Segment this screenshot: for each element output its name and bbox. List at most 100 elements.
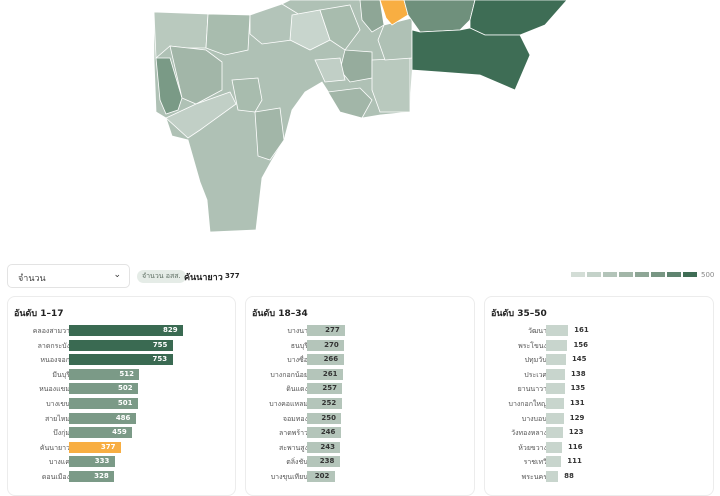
bar[interactable] bbox=[69, 441, 121, 453]
map-region[interactable] bbox=[377, 17, 413, 61]
bar[interactable] bbox=[307, 339, 345, 351]
map-region[interactable] bbox=[155, 57, 183, 115]
legend-swatch bbox=[651, 272, 665, 277]
map-region[interactable] bbox=[254, 107, 285, 161]
district-map bbox=[153, 0, 568, 233]
bar-row[interactable]: บางกอกน้อย 261 bbox=[246, 368, 474, 381]
legend-swatch bbox=[667, 272, 681, 277]
bar-row[interactable]: จอมทอง 250 bbox=[246, 412, 474, 425]
bar-row[interactable]: ดินแดง 257 bbox=[246, 383, 474, 395]
map-region-kannayao[interactable] bbox=[379, 0, 409, 26]
metric-select[interactable]: จำนวน ⌄ bbox=[7, 264, 130, 288]
bar-row[interactable]: บางเขน 501 bbox=[8, 398, 235, 410]
bar-row[interactable]: คันนายาว 377 bbox=[8, 441, 235, 454]
bar[interactable] bbox=[546, 368, 565, 380]
map-region[interactable] bbox=[289, 9, 331, 51]
bar-row[interactable]: ธนบุรี 270 bbox=[246, 339, 474, 352]
bar[interactable] bbox=[69, 383, 139, 395]
district-label: จอมทอง bbox=[282, 414, 308, 423]
bar-row[interactable]: ห้วยขวาง 116 bbox=[485, 441, 713, 454]
district-label: ลาดพร้าว bbox=[278, 429, 308, 438]
bar-row[interactable]: ยานนาวา 135 bbox=[485, 383, 713, 395]
bar-row[interactable]: พระโขนง 156 bbox=[485, 339, 713, 352]
bar[interactable] bbox=[307, 441, 341, 453]
bar-row[interactable]: มีนบุรี 512 bbox=[8, 368, 235, 381]
bar[interactable] bbox=[307, 471, 335, 482]
bar-row[interactable]: ลาดกระบัง 755 bbox=[8, 339, 235, 352]
bar[interactable] bbox=[69, 354, 173, 366]
bar[interactable] bbox=[546, 325, 569, 336]
map-region[interactable] bbox=[231, 77, 263, 113]
bar[interactable] bbox=[69, 427, 133, 439]
bar-value: 512 bbox=[119, 369, 135, 378]
bar[interactable] bbox=[307, 325, 346, 336]
map-region[interactable] bbox=[165, 91, 237, 139]
bar[interactable] bbox=[546, 383, 565, 395]
map-region[interactable] bbox=[403, 0, 476, 33]
district-label: ห้วยขวาง bbox=[518, 443, 547, 452]
bar[interactable] bbox=[546, 441, 562, 453]
district-label: วังทองหลาง bbox=[511, 429, 547, 438]
bar-row[interactable]: ประเวศ 138 bbox=[485, 368, 713, 381]
map-region[interactable] bbox=[169, 45, 223, 105]
bar[interactable] bbox=[69, 412, 136, 424]
map-region[interactable] bbox=[371, 57, 411, 113]
bar-row[interactable]: บางกอกใหญ่ 131 bbox=[485, 398, 713, 410]
bar[interactable] bbox=[307, 368, 343, 380]
district-label: ดอนเมือง bbox=[41, 473, 70, 481]
bar-row[interactable]: สายไหม 486 bbox=[8, 412, 235, 425]
bar[interactable] bbox=[69, 471, 115, 482]
bar-row[interactable]: วัฒนา 161 bbox=[485, 325, 713, 337]
bar[interactable] bbox=[546, 456, 562, 468]
bar-row[interactable]: สะพานสูง 243 bbox=[246, 441, 474, 454]
bar-row[interactable]: บางบอน 129 bbox=[485, 412, 713, 425]
bar[interactable] bbox=[69, 456, 115, 468]
bar[interactable] bbox=[69, 398, 138, 409]
bar-row[interactable]: บางนา 277 bbox=[246, 325, 474, 337]
bar-row[interactable]: ตลิ่งชัน 238 bbox=[246, 456, 474, 468]
map-region[interactable] bbox=[327, 87, 373, 119]
bar[interactable] bbox=[307, 456, 340, 468]
bar[interactable] bbox=[546, 412, 564, 424]
bar[interactable] bbox=[307, 383, 343, 395]
bar-row[interactable]: บางซื่อ 266 bbox=[246, 354, 474, 366]
bar-row[interactable]: บางคอแหลม 252 bbox=[246, 398, 474, 410]
bar-value: 138 bbox=[570, 369, 586, 378]
district-label: บางแค bbox=[49, 458, 70, 467]
bar[interactable] bbox=[307, 427, 341, 439]
bar[interactable] bbox=[307, 412, 342, 424]
bar[interactable] bbox=[307, 354, 344, 366]
bar-row[interactable]: พระนคร 88 bbox=[485, 471, 713, 483]
district-label: ประเวศ bbox=[524, 370, 547, 379]
map-region[interactable] bbox=[359, 0, 385, 33]
bar-row[interactable]: บึงกุ่ม 459 bbox=[8, 427, 235, 439]
bar-row[interactable]: หนองจอก 753 bbox=[8, 354, 235, 366]
bar-value: 753 bbox=[152, 355, 168, 364]
bar[interactable] bbox=[546, 471, 559, 482]
bar[interactable] bbox=[546, 398, 564, 409]
bar[interactable] bbox=[69, 368, 140, 380]
bar-row[interactable]: บางแค 333 bbox=[8, 456, 235, 468]
bar-row[interactable]: ดอนเมือง 328 bbox=[8, 471, 235, 483]
bar-row[interactable]: ปทุมวัน 145 bbox=[485, 354, 713, 366]
map-region[interactable] bbox=[314, 57, 346, 83]
bar-row[interactable]: คลองสามวา 829 bbox=[8, 325, 235, 337]
bar-row[interactable]: บางขุนเทียน 202 bbox=[246, 471, 474, 483]
bar-value: 246 bbox=[320, 428, 336, 437]
map-region[interactable] bbox=[205, 13, 251, 56]
bar-row[interactable]: ลาดพร้าว 246 bbox=[246, 427, 474, 439]
bar[interactable] bbox=[69, 325, 183, 336]
bar-row[interactable]: หนองแขม 502 bbox=[8, 383, 235, 395]
bar-row[interactable]: วังทองหลาง 123 bbox=[485, 427, 713, 439]
bar-row[interactable]: ราชเทวี 111 bbox=[485, 456, 713, 468]
bar[interactable] bbox=[69, 339, 173, 351]
bar[interactable] bbox=[307, 398, 342, 409]
bar[interactable] bbox=[546, 427, 563, 439]
map-region[interactable] bbox=[319, 4, 361, 51]
map-region[interactable] bbox=[411, 27, 531, 91]
bar-value: 328 bbox=[94, 472, 109, 480]
bar[interactable] bbox=[546, 339, 568, 351]
map-region[interactable] bbox=[469, 0, 568, 36]
metric-badge: จำนวน อสส. bbox=[137, 270, 186, 283]
bar[interactable] bbox=[546, 354, 566, 366]
